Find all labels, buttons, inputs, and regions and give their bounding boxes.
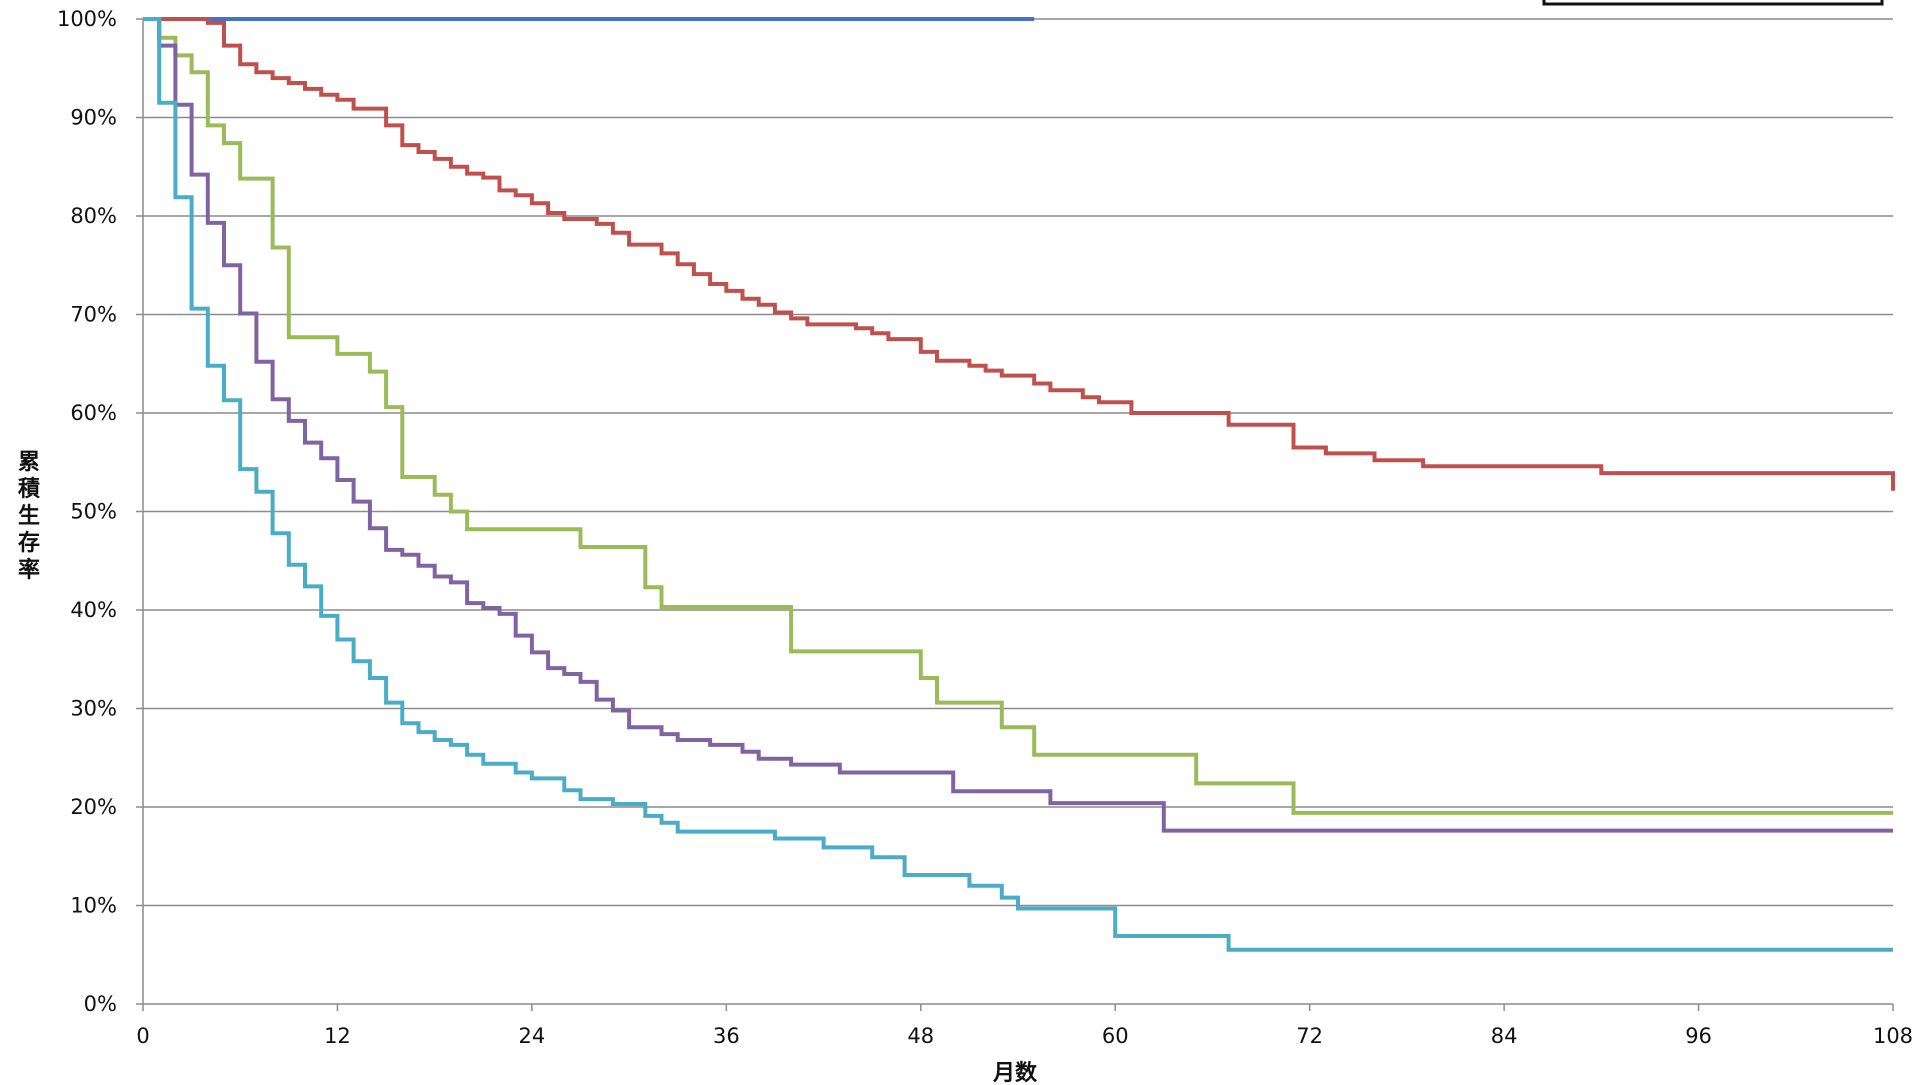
x-axis-title: 月数 bbox=[992, 1060, 1038, 1085]
legend-box bbox=[1542, 0, 1884, 6]
survival-series-4 bbox=[143, 17, 1893, 833]
y-tick-label: 40% bbox=[70, 598, 117, 622]
survival-series-3 bbox=[143, 17, 1893, 815]
x-tick-label: 0 bbox=[136, 1024, 149, 1048]
survival-series-5 bbox=[143, 17, 1893, 952]
y-tick-label: 0% bbox=[84, 992, 117, 1016]
y-axis-ticks: 0% 10% 20% 30% 40% 50% 60% 70% 80% 90% 100% bbox=[57, 7, 143, 1016]
survival-series-2 bbox=[143, 17, 1895, 491]
y-tick-label: 80% bbox=[70, 204, 117, 228]
y-tick-label: 50% bbox=[70, 500, 117, 524]
gridlines bbox=[143, 18, 1893, 907]
x-tick-label: 12 bbox=[324, 1024, 351, 1048]
series-layer bbox=[143, 17, 1895, 952]
y-tick-label: 70% bbox=[70, 303, 117, 327]
y-tick-label: 10% bbox=[70, 894, 117, 918]
x-tick-label: 36 bbox=[713, 1024, 740, 1048]
x-tick-label: 60 bbox=[1102, 1024, 1129, 1048]
y-tick-label: 20% bbox=[70, 795, 117, 819]
y-tick-label: 90% bbox=[70, 106, 117, 130]
y-tick-label: 60% bbox=[70, 401, 117, 425]
x-tick-label: 24 bbox=[519, 1024, 546, 1048]
y-tick-label: 100% bbox=[57, 7, 117, 31]
x-tick-label: 108 bbox=[1873, 1024, 1913, 1048]
x-tick-label: 96 bbox=[1685, 1024, 1712, 1048]
y-tick-label: 30% bbox=[70, 697, 117, 721]
y-axis-title: 累積生存率 bbox=[18, 450, 41, 583]
x-tick-label: 84 bbox=[1491, 1024, 1518, 1048]
x-axis-ticks: 0 12 24 36 48 60 72 84 96 108 bbox=[136, 1004, 1913, 1048]
x-tick-label: 72 bbox=[1296, 1024, 1323, 1048]
x-tick-label: 48 bbox=[907, 1024, 934, 1048]
